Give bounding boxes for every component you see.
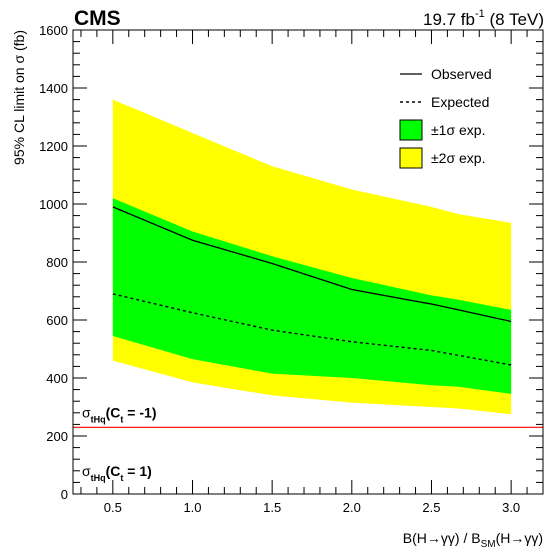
legend-swatch-box (399, 119, 423, 141)
plot-area: σtHq(Ct = -1) σtHq(Ct = 1) 0 200 400 600 800 10… (11, 23, 544, 550)
y-axis-title: 95% CL limit on σ (fb) (11, 30, 27, 165)
x-axis-title: B(H→γγ) / BSM(H→γγ) (403, 530, 543, 550)
y-tick-label: 400 (46, 371, 68, 386)
legend-entry-expected: Expected (400, 94, 489, 110)
experiment-label: CMS (74, 7, 121, 30)
y-tick-label: 1400 (39, 81, 68, 96)
annotation-2: σtHq(Ct = 1) (82, 463, 152, 483)
legend-label: ±1σ exp. (431, 122, 485, 138)
x-tick-label: 0.5 (104, 500, 122, 515)
x-tick-label: 2.5 (422, 500, 440, 515)
x-tick-label: 1.0 (183, 500, 201, 515)
legend-label: ±2σ exp. (431, 150, 485, 166)
y-tick-label: 800 (46, 255, 68, 270)
series-observed-line (112, 206, 512, 323)
y-tick-label: 600 (46, 313, 68, 328)
legend-entry-pm1sigma-exp: ±1σ exp. (399, 119, 485, 141)
legend-swatch-box (399, 147, 423, 169)
x-tick-label: 2.0 (343, 500, 361, 515)
y-tick-label: 1200 (39, 139, 68, 154)
band-pm1sigma-exp (112, 198, 512, 394)
legend-entry-observed: Observed (400, 66, 492, 82)
legend-label: Expected (431, 94, 489, 110)
x-tick-label: 3.0 (502, 500, 520, 515)
y-tick-label: 1000 (39, 197, 68, 212)
luminosity-label: 19.7 fb-1 (8 TeV) (423, 8, 544, 29)
y-tick-label: 1600 (39, 23, 68, 38)
legend-entry-pm2sigma-exp: ±2σ exp. (399, 147, 485, 169)
header: CMS 19.7 fb-1 (8 TeV) (74, 7, 544, 30)
x-tick-label: 1.5 (263, 500, 281, 515)
legend-label: Observed (431, 66, 492, 82)
annotation-1: σtHq(Ct = -1) (82, 404, 157, 424)
y-tick-label: 200 (46, 429, 68, 444)
y-tick-label: 0 (61, 487, 68, 502)
